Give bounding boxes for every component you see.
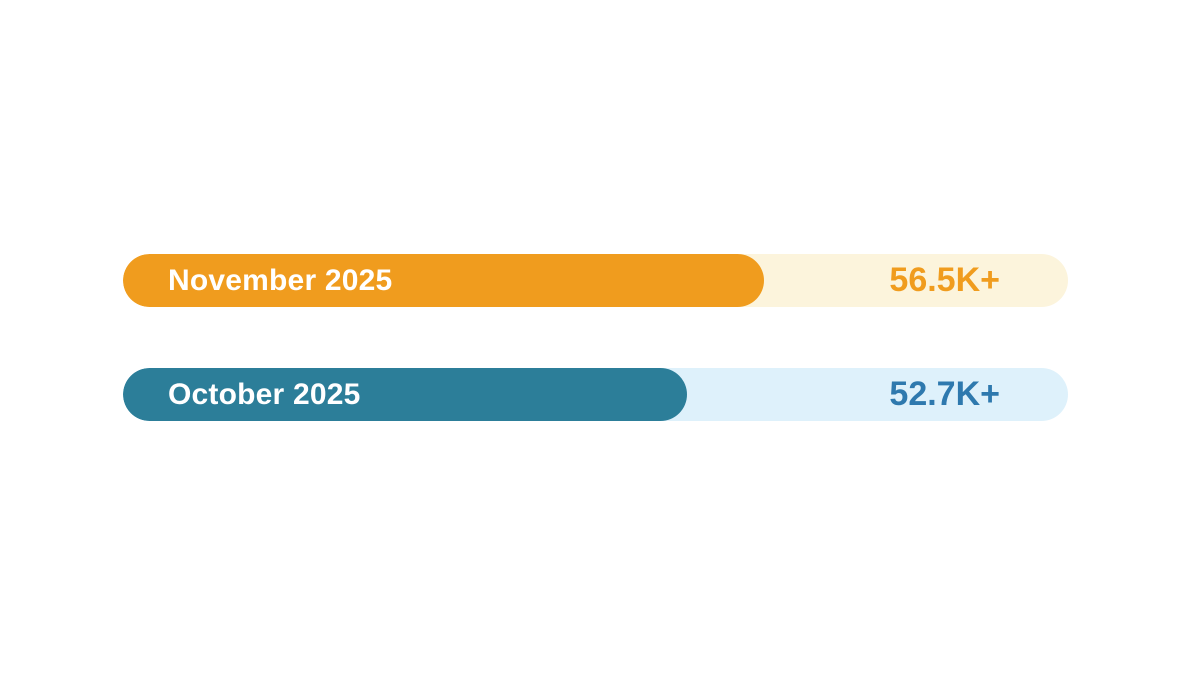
bar-value-october: 52.7K+ [889,375,1000,413]
bar-label-october: October 2025 [168,377,361,411]
bar-row-november: November 2025 56.5K+ [123,254,1068,307]
bar-fill-october: October 2025 [123,368,688,421]
bar-fill-november: November 2025 [123,254,764,307]
bar-row-october: October 2025 52.7K+ [123,368,1068,421]
bar-label-november: November 2025 [168,263,393,297]
bar-value-november: 56.5K+ [889,261,1000,299]
